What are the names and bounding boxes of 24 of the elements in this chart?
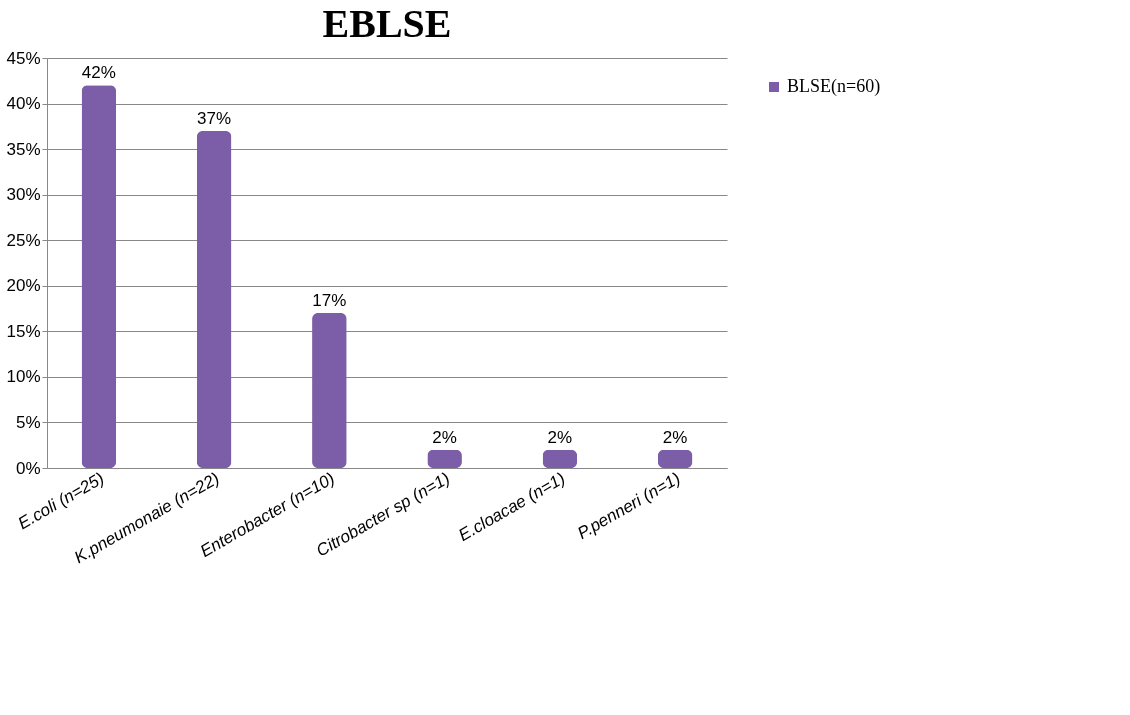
data-label: 2% xyxy=(432,427,457,447)
data-label: 42% xyxy=(81,63,116,83)
bar xyxy=(542,449,578,468)
legend-label: BLSE(n=60) xyxy=(787,76,881,97)
y-tick-label: 5% xyxy=(15,412,41,432)
data-label: 2% xyxy=(547,427,573,447)
y-tick-label: 45% xyxy=(6,48,41,68)
data-label: 17% xyxy=(312,291,347,311)
y-tick-label: 15% xyxy=(6,321,41,341)
y-tick-label: 20% xyxy=(6,276,41,296)
y-tick-label: 25% xyxy=(6,230,41,250)
data-label: 2% xyxy=(662,427,688,447)
chart-title: EBLSE xyxy=(322,1,452,46)
bar xyxy=(312,313,347,468)
y-tick-label: 10% xyxy=(6,367,41,387)
bar xyxy=(81,85,117,468)
y-tick-label: 0% xyxy=(15,458,41,478)
y-tick-label: 30% xyxy=(6,185,41,205)
y-tick-label: 40% xyxy=(6,94,41,114)
y-tick-label: 35% xyxy=(6,139,41,159)
bar xyxy=(196,130,232,468)
bar xyxy=(657,449,693,468)
data-label: 37% xyxy=(197,108,232,128)
bar xyxy=(427,449,462,468)
